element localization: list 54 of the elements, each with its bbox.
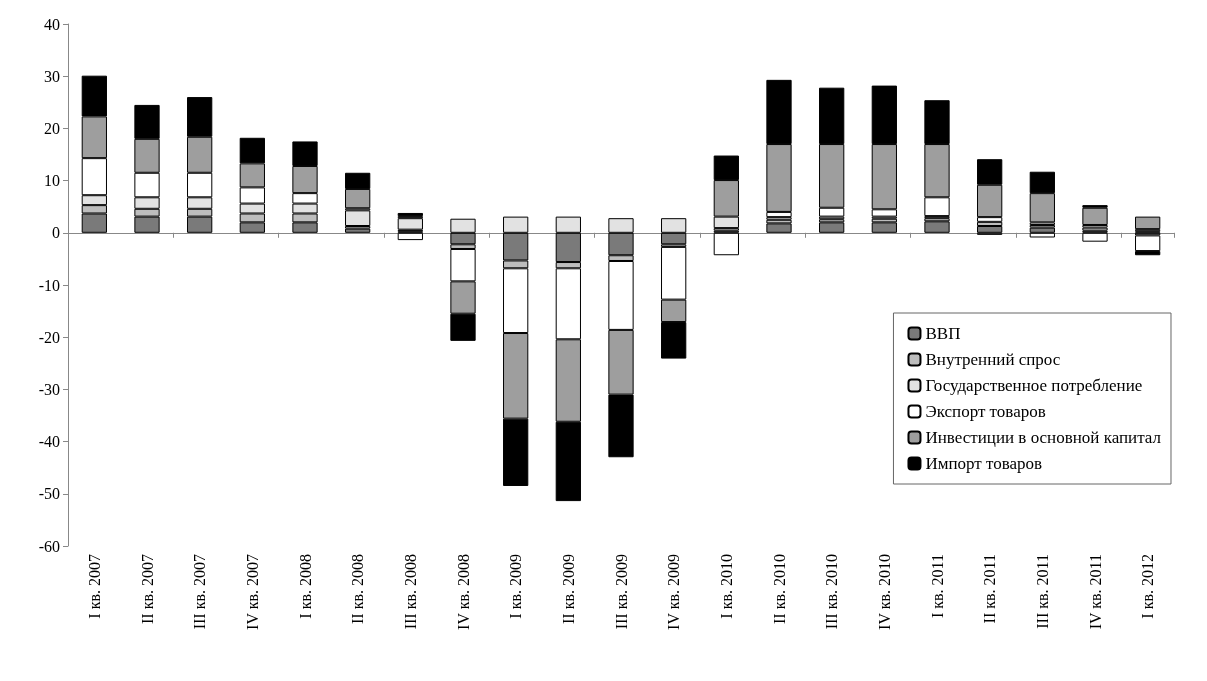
x-tick-label: III кв. 2010 [823, 554, 841, 630]
legend-label: Инвестиции в основной капитал [925, 428, 1162, 447]
y-tick-label: -60 [38, 537, 60, 555]
x-tick-label: II кв. 2008 [349, 554, 367, 624]
y-tick-label: -10 [38, 276, 60, 294]
legend-label: Государственное потребление [925, 376, 1143, 395]
bar [345, 210, 371, 227]
legend-label: ВВП [925, 324, 961, 343]
bar [1135, 216, 1161, 230]
x-tick-label: I кв. 2012 [1139, 554, 1157, 619]
bar [819, 222, 845, 233]
bar [713, 232, 739, 256]
x-tick-label: II кв. 2007 [138, 554, 156, 624]
x-tick-label: I кв. 2011 [928, 554, 946, 619]
y-tick-label: -50 [38, 485, 60, 503]
y-tick-label: -30 [38, 380, 60, 398]
x-tick-label: II кв. 2009 [559, 554, 577, 624]
legend-label: Внутренний спрос [925, 350, 1061, 369]
x-tick-label: III кв. 2009 [612, 554, 630, 630]
bar [345, 228, 371, 233]
y-tick-label: 10 [44, 172, 60, 190]
x-tick-label: II кв. 2011 [981, 554, 999, 624]
x-tick-label: I кв. 2009 [507, 554, 525, 619]
bar [977, 226, 1003, 233]
y-tick-label: 40 [44, 15, 60, 33]
y-tick-label: 30 [44, 67, 60, 85]
x-tick-label: III кв. 2007 [191, 554, 209, 630]
bar [766, 223, 792, 233]
x-tick-label: III кв. 2008 [401, 554, 419, 630]
legend-label: Экспорт товаров [925, 402, 1046, 421]
y-tick-label: -20 [38, 328, 60, 346]
bar [1135, 235, 1161, 252]
y-tick-label: 20 [44, 119, 60, 137]
x-tick-label: IV кв. 2007 [243, 554, 261, 630]
bar [397, 212, 423, 217]
bar [1029, 232, 1055, 238]
x-tick-label: IV кв. 2010 [875, 554, 893, 630]
bar [397, 218, 423, 230]
x-tick-label: I кв. 2008 [296, 554, 314, 619]
y-tick-label: -40 [38, 433, 60, 451]
y-tick-label: 0 [52, 224, 60, 242]
legend-label: Импорт товаров [925, 454, 1043, 473]
bar [1082, 232, 1108, 242]
x-tick-label: IV кв. 2009 [665, 554, 683, 630]
x-tick-label: IV кв. 2008 [454, 554, 472, 630]
bar [924, 221, 950, 233]
bar [1082, 207, 1108, 225]
bar [397, 232, 423, 241]
x-tick-label: III кв. 2011 [1033, 554, 1051, 629]
x-tick-label: I кв. 2010 [717, 554, 735, 619]
x-tick-label: IV кв. 2011 [1086, 554, 1104, 630]
x-tick-label: II кв. 2010 [770, 554, 788, 624]
bar [871, 222, 897, 233]
x-tick-label: I кв. 2007 [85, 554, 103, 619]
